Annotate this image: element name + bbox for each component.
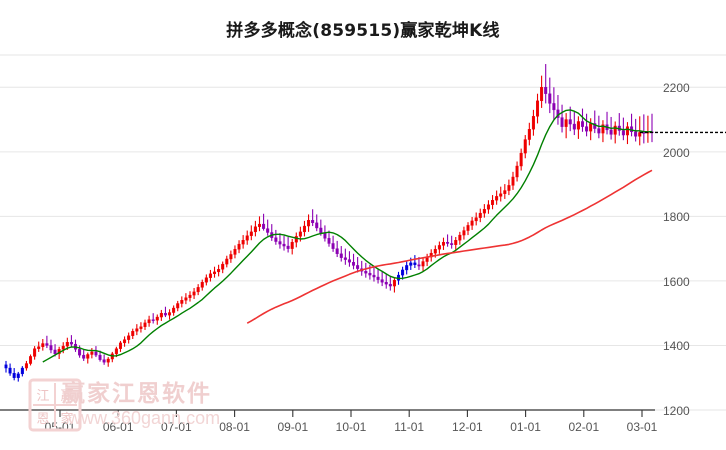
- watermark-seal-icon: 江 赢 恩 家: [28, 378, 82, 432]
- x-axis-tick-11-01: 11-01: [394, 420, 425, 434]
- y-axis-tick-2000: 2000: [663, 145, 690, 160]
- watermark-url-text: www.360gann.com: [68, 408, 221, 428]
- svg-text:赢: 赢: [60, 388, 73, 404]
- x-axis-tick-01-01: 01-01: [510, 420, 541, 434]
- svg-text:家: 家: [60, 411, 73, 427]
- x-axis-tick-07-01: 07-01: [161, 420, 192, 434]
- svg-text:江: 江: [36, 389, 49, 404]
- x-axis-tick-03-01: 03-01: [626, 420, 658, 434]
- y-axis-tick-1800: 1800: [663, 210, 690, 225]
- x-axis-tick-10-01: 10-01: [335, 420, 367, 434]
- svg-text:恩: 恩: [36, 412, 49, 427]
- x-axis-tick-06-01: 06-01: [102, 420, 134, 434]
- y-axis-tick-1200: 1200: [663, 404, 690, 418]
- y-axis-tick-1600: 1600: [663, 274, 690, 289]
- y-axis-tick-2200: 2200: [663, 81, 690, 96]
- page-title: 拼多多概念(859515)赢家乾坤K线: [226, 21, 500, 41]
- x-axis-tick-12-01: 12-01: [452, 420, 483, 434]
- watermark-brand-text: 赢家江恩软件: [62, 381, 212, 407]
- x-axis-tick-08-01: 08-01: [219, 420, 250, 434]
- x-axis-tick-09-01: 09-01: [277, 420, 309, 434]
- y-axis-tick-1400: 1400: [663, 339, 690, 354]
- gridlines: [0, 54, 726, 411]
- candles: [4, 64, 654, 382]
- x-axis-tick-02-01: 02-01: [568, 420, 600, 434]
